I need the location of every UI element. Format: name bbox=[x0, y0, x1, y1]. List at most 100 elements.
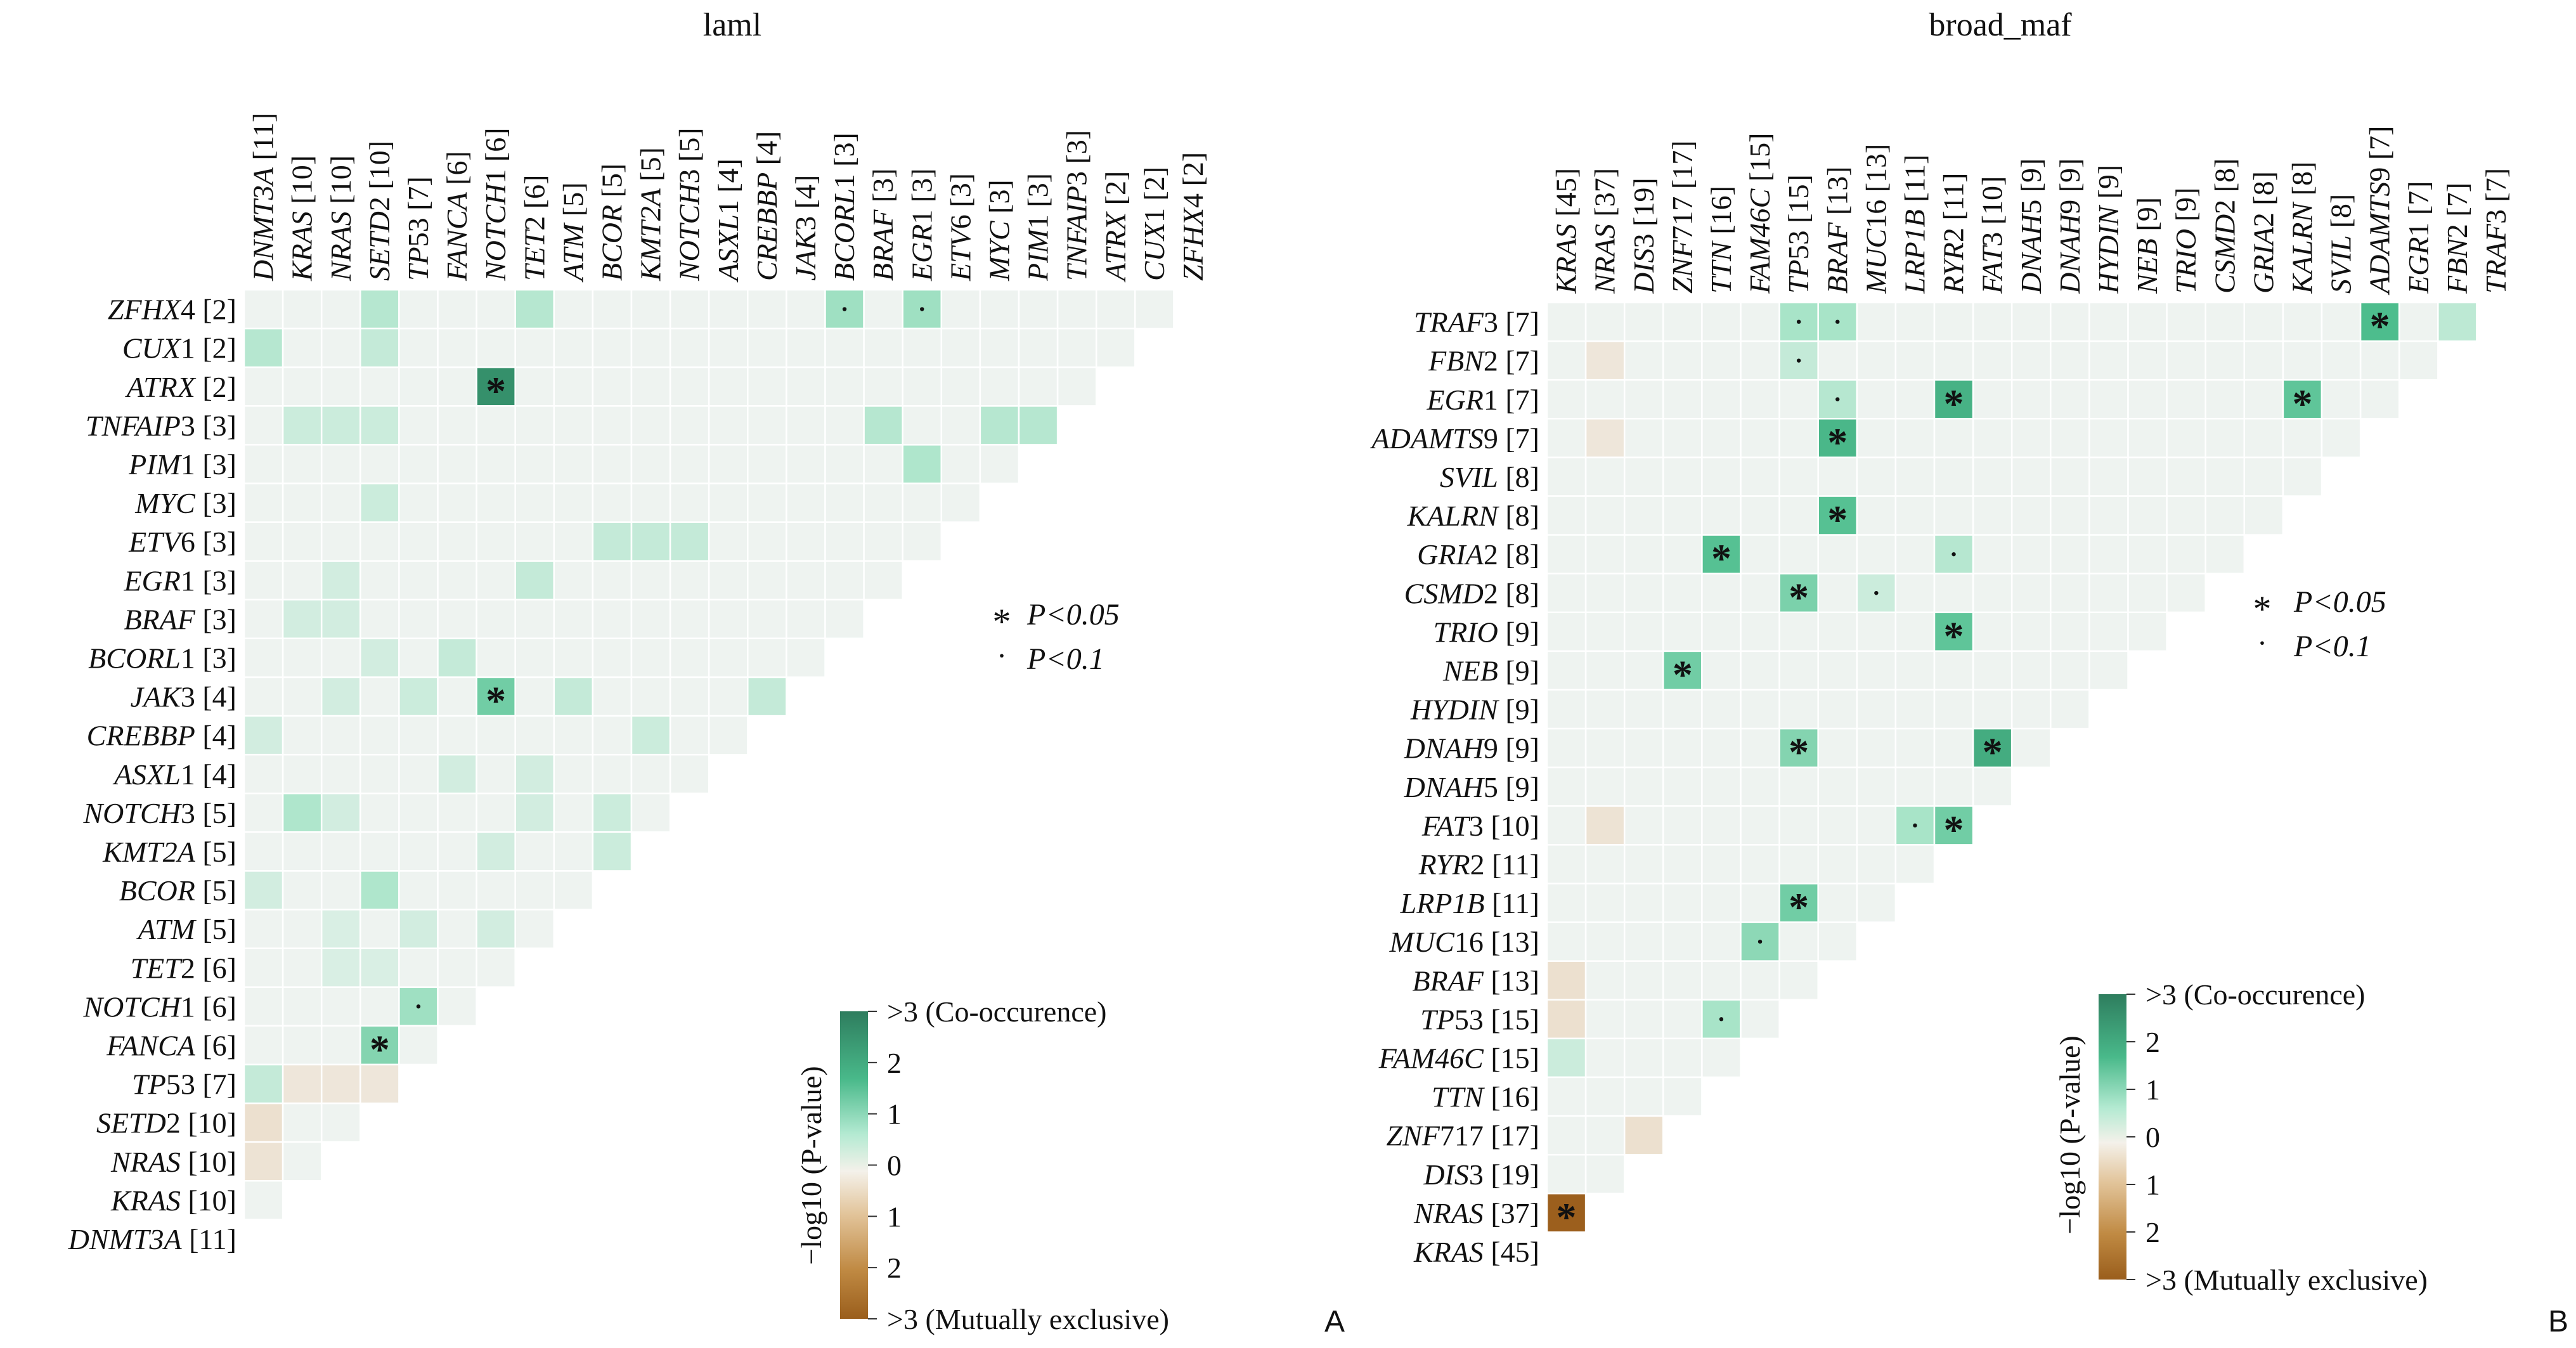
significance-dot bbox=[416, 1004, 421, 1009]
heatmap-cell-neutral bbox=[553, 366, 594, 407]
heatmap-cell-neutral bbox=[592, 676, 633, 717]
heatmap-cell-neutral bbox=[553, 405, 594, 446]
column-label: ATRX [2] bbox=[1099, 171, 1132, 283]
heatmap-cell-neutral bbox=[1740, 573, 1780, 614]
column-label: DIS3 [19] bbox=[1628, 178, 1660, 294]
heatmap-cell-neutral bbox=[553, 793, 594, 833]
heatmap-cell-neutral bbox=[476, 637, 516, 678]
significance-dot bbox=[1835, 320, 1840, 324]
row-label: FAM46C [15] bbox=[1378, 1042, 1539, 1074]
heatmap-cell-neutral bbox=[979, 366, 1020, 407]
heatmap-cell-neutral bbox=[630, 327, 671, 368]
heatmap-cell-neutral bbox=[630, 599, 671, 640]
heatmap-cell bbox=[359, 870, 400, 911]
heatmap-cell-neutral bbox=[1856, 883, 1897, 923]
heatmap-cell-neutral bbox=[282, 1025, 323, 1066]
heatmap-cell-neutral bbox=[2127, 418, 2168, 458]
heatmap-cell-neutral bbox=[1817, 844, 1858, 885]
heatmap-cell-neutral bbox=[786, 599, 826, 640]
heatmap-cell bbox=[630, 715, 671, 756]
heatmap-cell bbox=[359, 288, 400, 330]
heatmap-cell bbox=[320, 560, 361, 601]
heatmap-cell-neutral bbox=[320, 521, 361, 562]
heatmap-cell-neutral bbox=[1546, 766, 1587, 807]
column-label: BRAF [13] bbox=[1821, 166, 1853, 294]
heatmap-cell-neutral bbox=[553, 831, 594, 872]
legend-star-label: P<0.05 bbox=[1026, 598, 1120, 632]
colorbar-tick-label: 2 bbox=[887, 1252, 902, 1284]
heatmap-cell bbox=[398, 909, 439, 949]
column-label: TP53 [7] bbox=[402, 176, 434, 281]
heatmap-cell-neutral bbox=[786, 521, 826, 562]
row-label: EGR1 [3] bbox=[123, 564, 236, 597]
heatmap-cell-neutral bbox=[553, 560, 594, 601]
significance-dot bbox=[1796, 358, 1801, 363]
heatmap-cell-neutral bbox=[902, 483, 943, 523]
heatmap-cell bbox=[243, 870, 284, 911]
heatmap-cell-neutral bbox=[2166, 457, 2206, 497]
heatmap-cell-neutral bbox=[669, 366, 710, 407]
heatmap-cell-neutral bbox=[1856, 727, 1897, 768]
heatmap-cell bbox=[553, 676, 594, 717]
heatmap-cell-neutral bbox=[630, 676, 671, 717]
heatmap-cell-neutral bbox=[1972, 611, 2013, 652]
heatmap-cell-neutral bbox=[398, 831, 439, 872]
heatmap-cell-neutral bbox=[979, 327, 1020, 368]
heatmap-cell-neutral bbox=[553, 444, 594, 484]
heatmap-cell-neutral bbox=[398, 1025, 439, 1066]
heatmap-cell-neutral bbox=[514, 483, 555, 523]
heatmap-cell-neutral bbox=[2010, 689, 2052, 730]
column-label: CREBBP [4] bbox=[751, 131, 783, 281]
heatmap-cell-neutral bbox=[2243, 301, 2284, 342]
heatmap-cell-neutral bbox=[2166, 573, 2206, 614]
row-label: KRAS [10] bbox=[110, 1184, 236, 1217]
heatmap-cell-neutral bbox=[1056, 366, 1097, 407]
heatmap-cell-neutral bbox=[1701, 766, 1742, 807]
significance-star: * bbox=[1827, 497, 1848, 542]
heatmap-cell-neutral bbox=[2050, 457, 2090, 497]
column-label: CUX1 [2] bbox=[1138, 167, 1170, 281]
heatmap-cell-neutral bbox=[359, 715, 400, 756]
heatmap-cell-neutral bbox=[398, 521, 439, 562]
heatmap-cell-neutral bbox=[1856, 457, 1897, 497]
heatmap-cell-neutral bbox=[320, 715, 361, 756]
colorbar-tick-label: 0 bbox=[887, 1150, 902, 1182]
heatmap-cell-neutral bbox=[282, 366, 323, 407]
row-label: CUX1 [2] bbox=[122, 332, 236, 365]
heatmap-cell bbox=[1546, 960, 1587, 1001]
heatmap-cell-neutral bbox=[282, 483, 323, 523]
significance-star: * bbox=[486, 368, 506, 413]
heatmap-cell-neutral bbox=[2282, 301, 2323, 342]
significance-star: * bbox=[1944, 807, 1964, 852]
heatmap-cell-neutral bbox=[747, 288, 787, 330]
heatmap-cell-neutral bbox=[437, 715, 477, 756]
heatmap-cell-neutral bbox=[747, 483, 787, 523]
heatmap-cell-neutral bbox=[514, 637, 555, 678]
significance-star: * bbox=[2292, 381, 2312, 426]
column-label: FBN2 [7] bbox=[2441, 183, 2473, 294]
heatmap-cell bbox=[902, 444, 943, 484]
row-label: RYR2 [11] bbox=[1418, 848, 1539, 881]
broad-maf-row-labels: TRAF3 [7] FBN2 [7] EGR1 [7] ADAMTS9 [7] SVIL… bbox=[1370, 306, 1539, 1268]
row-label: ATRX [2] bbox=[125, 371, 236, 403]
heatmap-cell-neutral bbox=[1623, 805, 1664, 846]
heatmap-cell-neutral bbox=[243, 405, 284, 446]
heatmap-cell-neutral bbox=[1662, 766, 1703, 807]
heatmap-cell-neutral bbox=[282, 288, 323, 330]
broad-maf-heatmap-cells: * * * * * * * * * * * * * * bbox=[1546, 301, 2478, 1240]
heatmap-cell-neutral bbox=[514, 521, 555, 562]
heatmap-cell-neutral bbox=[669, 753, 710, 794]
heatmap-cell bbox=[514, 793, 555, 833]
significance-dot bbox=[1913, 823, 1917, 828]
heatmap-cell-neutral bbox=[2166, 534, 2206, 574]
heatmap-cell-neutral bbox=[1701, 689, 1742, 730]
column-label: TRIO [9] bbox=[2170, 188, 2202, 294]
heatmap-cell-neutral bbox=[282, 521, 323, 562]
heatmap-cell-neutral bbox=[940, 288, 981, 330]
heatmap-cell-neutral bbox=[1894, 534, 1936, 574]
significance-dot bbox=[920, 307, 924, 311]
heatmap-cell-neutral bbox=[1817, 805, 1858, 846]
heatmap-cell-neutral bbox=[2088, 611, 2129, 652]
heatmap-cell-neutral bbox=[398, 947, 439, 988]
heatmap-cell-neutral bbox=[1623, 921, 1664, 962]
